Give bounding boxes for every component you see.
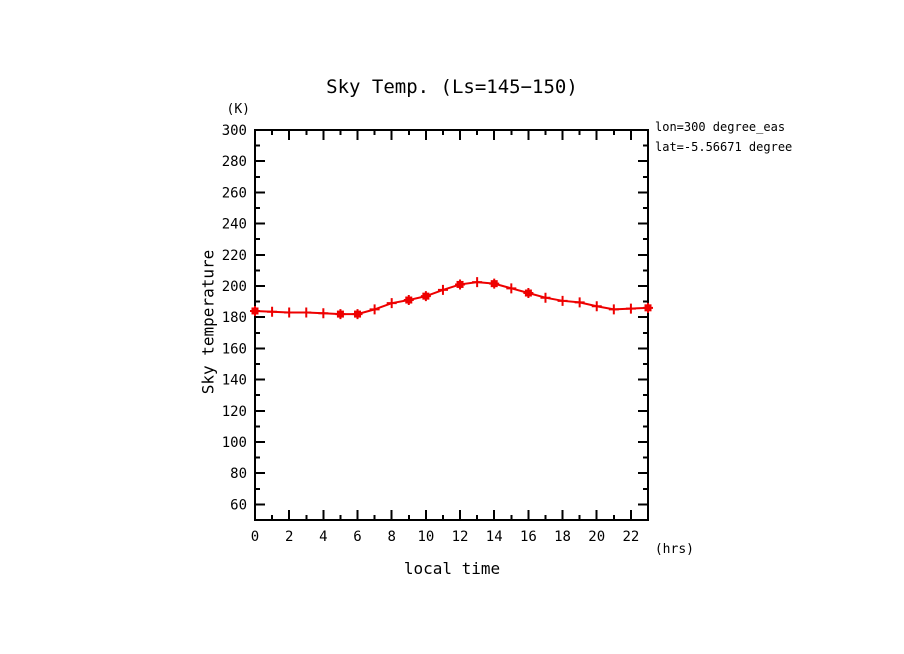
y-tick-label: 140 [222,373,247,389]
chart-title: Sky Temp. (Ls=145−150) [326,76,578,98]
data-point-plus-marker [437,284,448,295]
data-point-square-marker [354,310,362,318]
x-tick-label: 14 [486,529,503,545]
data-point-square-marker [524,289,532,297]
data-point-plus-marker [608,304,619,315]
x-axis-title: local time [403,559,501,578]
data-point-plus-marker [386,298,397,309]
data-point-square-marker [251,307,259,315]
y-tick-label: 180 [222,310,247,326]
data-point-plus-marker [506,283,517,294]
x-tick-label: 18 [554,529,571,545]
x-tick-label: 8 [387,529,395,545]
x-tick-label: 12 [452,529,469,545]
data-point-square-marker [644,304,652,312]
data-point-plus-marker [369,304,380,315]
data-point-plus-marker [318,308,329,319]
data-point-plus-marker [625,303,636,314]
x-tick-label: 2 [285,529,293,545]
y-tick-label: 240 [222,217,247,233]
y-tick-label: 160 [222,341,247,357]
data-point-square-marker [456,280,464,288]
y-axis-title-text: Sky temperature [198,249,218,395]
data-point-plus-marker [591,301,602,312]
data-point-square-marker [490,280,498,288]
y-tick-label: 280 [222,154,247,170]
data-point-plus-marker [574,297,585,308]
data-point-plus-marker [284,307,295,318]
y-tick-label: 260 [222,185,247,201]
x-tick-label: 6 [353,529,361,545]
y-tick-label: 120 [222,404,247,420]
x-tick-label: 0 [251,529,259,545]
annotation-block: lon=300 degree_eas lat=-5.56671 degree [655,117,904,157]
y-tick-label: 220 [222,248,247,264]
y-tick-label: 80 [230,466,247,482]
data-point-square-marker [405,296,413,304]
y-tick-label: 100 [222,435,247,451]
data-point-plus-marker [557,295,568,306]
axis-frame [254,129,649,521]
data-point-plus-marker [472,277,483,288]
y-axis-unit-label: (K) [226,102,250,117]
x-tick-label: 20 [588,529,605,545]
series-line [254,281,649,316]
x-tick-label: 16 [520,529,537,545]
annotation-longitude: lon=300 degree_eas [655,120,786,134]
x-axis-unit-label: (hrs) [654,542,694,557]
y-tick-label: 300 [222,123,247,139]
x-tick-label: 22 [622,529,639,545]
data-point-square-marker [336,310,344,318]
data-point-square-marker [422,292,430,300]
y-tick-label: 200 [222,279,247,295]
x-tick-label: 4 [319,529,327,545]
data-point-plus-marker [301,307,312,318]
data-point-plus-marker [267,306,278,317]
data-point-plus-marker [540,292,551,303]
y-tick-label: 60 [230,497,247,513]
annotation-latitude: lat=-5.56671 degree [655,140,793,154]
x-tick-label: 10 [417,529,434,545]
